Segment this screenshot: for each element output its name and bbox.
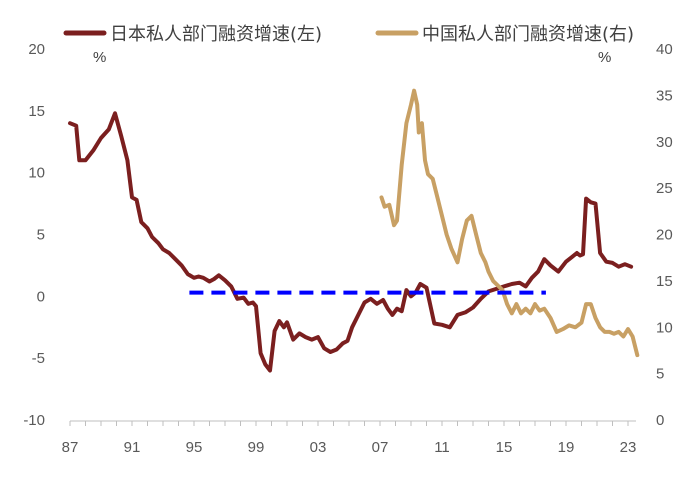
x-tick-label: 95 xyxy=(186,439,203,456)
legend: 日本私人部门融资增速(左) 中国私人部门融资增速(右) xyxy=(63,24,634,45)
right-tick-label: 25 xyxy=(656,180,673,197)
left-y-axis: -10 -5 0 5 10 15 20 xyxy=(23,41,45,429)
x-tick-label: 91 xyxy=(124,439,141,456)
x-tick-label: 03 xyxy=(310,439,327,456)
right-axis-unit: % xyxy=(598,49,611,66)
left-tick-label: 5 xyxy=(37,227,45,244)
series-layer xyxy=(68,88,640,373)
left-tick-label: 0 xyxy=(37,288,45,305)
x-tick-label: 23 xyxy=(620,439,637,456)
x-tick-label: 15 xyxy=(496,439,513,456)
left-tick-label: 20 xyxy=(28,41,45,58)
right-tick-label: 0 xyxy=(656,412,664,429)
x-axis: 87 91 95 99 03 07 11 15 19 23 xyxy=(62,420,637,456)
x-tick-label: 11 xyxy=(434,439,450,456)
right-tick-label: 35 xyxy=(656,87,673,104)
legend-label: 日本私人部门融资增速(左) xyxy=(110,24,322,45)
right-y-axis: 0 5 10 15 20 25 30 35 40 xyxy=(656,41,673,429)
series-line-1 xyxy=(379,88,640,358)
right-tick-label: 5 xyxy=(656,366,664,383)
right-tick-label: 15 xyxy=(656,273,673,290)
x-tick-label: 19 xyxy=(558,439,575,456)
left-tick-label: 10 xyxy=(28,165,45,182)
right-tick-label: 30 xyxy=(656,134,673,151)
x-tick-label: 99 xyxy=(248,439,265,456)
right-tick-label: 20 xyxy=(656,227,673,244)
left-tick-label: -10 xyxy=(23,412,45,429)
legend-label: 中国私人部门融资增速(右) xyxy=(422,24,634,45)
right-tick-label: 10 xyxy=(656,319,673,336)
x-tick-label: 07 xyxy=(372,439,389,456)
right-tick-label: 40 xyxy=(656,41,673,58)
left-tick-label: 15 xyxy=(28,103,45,120)
left-axis-unit: % xyxy=(93,49,106,66)
series-line-0 xyxy=(68,111,634,373)
x-tick-label: 87 xyxy=(62,439,79,456)
left-tick-label: -5 xyxy=(32,350,45,367)
